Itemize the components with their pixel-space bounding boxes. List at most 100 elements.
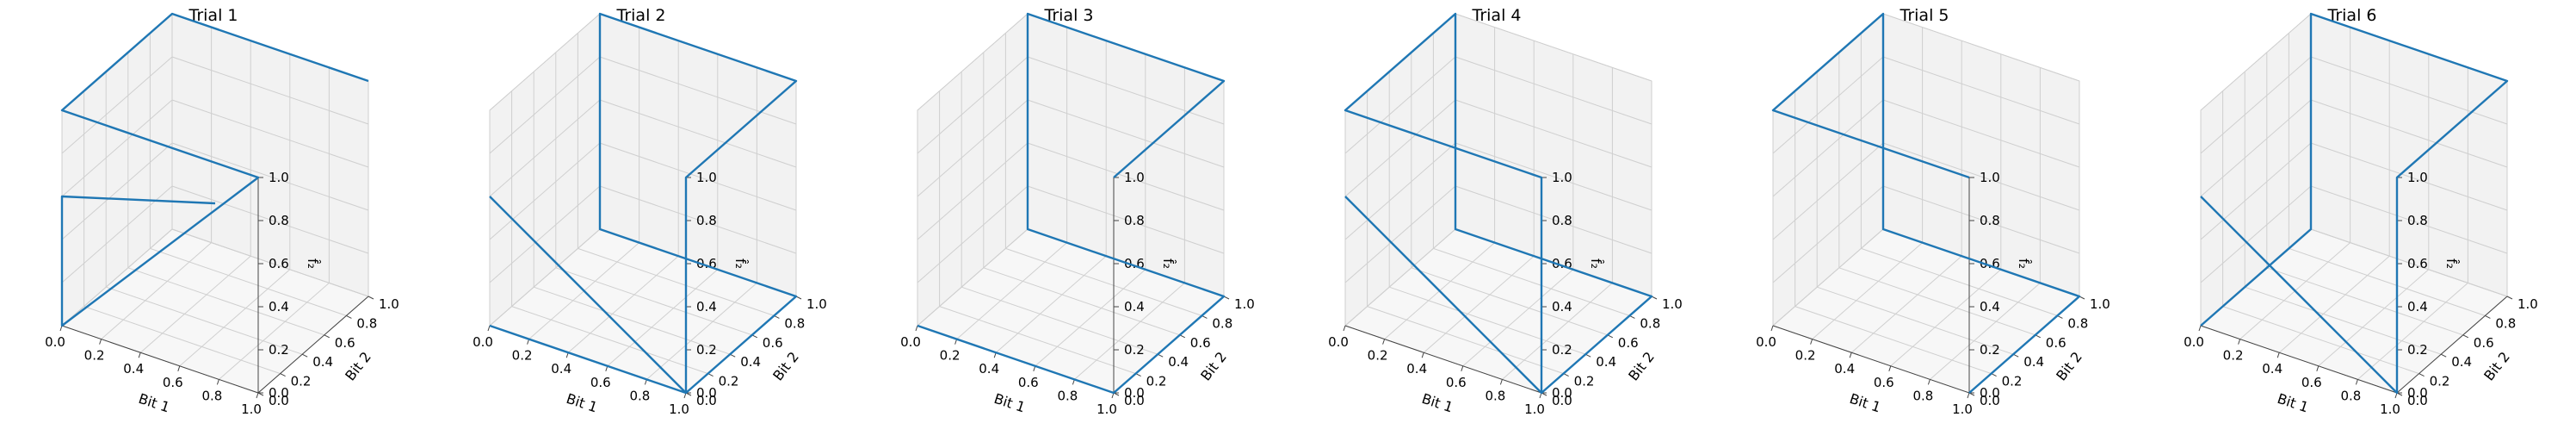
gridline: [1861, 247, 2058, 316]
z-tick-label: 0.8: [1124, 213, 1145, 228]
gridline: [1838, 267, 2035, 336]
gridline: [139, 255, 251, 353]
x-tick-label: 0.8: [2340, 388, 2361, 403]
z-tick-label: 0.4: [1980, 299, 2000, 314]
z-tick-label: 0.2: [1980, 342, 2000, 358]
gridline: [489, 13, 601, 111]
z-tick-label: 0.8: [269, 213, 289, 228]
x-axis-line: [2200, 325, 2398, 394]
gridline: [171, 228, 369, 297]
gridline: [1344, 228, 1456, 327]
gridline: [489, 228, 601, 327]
x-tick: [1810, 339, 1813, 345]
x-tick-label: 1.0: [1524, 402, 1545, 417]
subplot-1: 0.00.20.40.60.81.00.00.20.40.60.81.00.00…: [45, 6, 399, 417]
z-axis-label: f̂₂: [305, 258, 321, 269]
x-tick: [256, 392, 259, 399]
x-tick-label: 0.6: [1446, 375, 1467, 390]
gridline: [2266, 267, 2463, 336]
z-tick-label: 0.2: [696, 342, 717, 358]
x-axis-label: Bit 1: [1848, 390, 1883, 415]
gridline: [1027, 142, 1225, 211]
x-tick-label: 1.0: [1096, 402, 1117, 417]
y-tick-label: 0.8: [784, 315, 805, 331]
x-tick: [2198, 325, 2202, 332]
gridline: [83, 306, 281, 375]
x-tick-label: 0.2: [1795, 348, 1816, 364]
gridline: [2357, 283, 2468, 380]
z-axis-label: f̂₂: [1160, 258, 1177, 269]
gridline: [1882, 142, 2080, 211]
gridline: [646, 283, 757, 380]
z-tick-label: 1.0: [1980, 170, 2000, 185]
gridline: [489, 56, 601, 154]
x-tick-label: 0.6: [590, 375, 611, 390]
gridline: [599, 185, 797, 254]
x-tick-label: 0.0: [45, 334, 65, 350]
y-tick-label: 0.0: [696, 393, 717, 408]
y-tick-label: 0.2: [2430, 374, 2450, 389]
x-tick: [1927, 379, 1930, 385]
gridline: [171, 185, 369, 254]
gridline: [1005, 247, 1202, 316]
y-tick-label: 1.0: [2090, 296, 2110, 312]
z-tick-label: 1.0: [2407, 170, 2428, 185]
gridline: [219, 283, 330, 380]
x-axis-label: Bit 1: [565, 390, 600, 415]
x-axis-label: Bit 1: [137, 390, 172, 415]
z-tick-label: 0.8: [696, 213, 717, 228]
x-axis-line: [1344, 325, 1542, 394]
x-axis-label: Bit 1: [992, 390, 1028, 415]
z-tick-label: 0.4: [2407, 299, 2428, 314]
gridline: [1772, 56, 1884, 154]
x-tick: [1382, 339, 1386, 345]
z-tick-label: 0.6: [2407, 256, 2428, 271]
z-tick-label: 0.2: [1124, 342, 1145, 358]
gridline: [1772, 185, 1884, 283]
x-tick-label: 1.0: [669, 402, 689, 417]
y-axis-label: Bit 2: [2480, 349, 2513, 384]
x-tick: [1967, 392, 1970, 399]
gridline: [1455, 56, 1652, 125]
y-axis-line: [2396, 296, 2508, 394]
z-tick-label: 0.2: [2407, 342, 2428, 358]
x-tick: [177, 365, 181, 371]
gridline: [917, 13, 1029, 111]
gridline: [1890, 269, 2002, 367]
gridline: [995, 255, 1107, 353]
x-axis-line: [1772, 325, 1970, 394]
gridline: [1423, 255, 1535, 353]
x-tick-label: 0.4: [1406, 361, 1427, 377]
gridline: [1344, 142, 1456, 240]
series-line: [1344, 12, 1653, 395]
gridline: [1795, 306, 1992, 375]
y-axis-label: Bit 2: [342, 349, 374, 384]
y-axis-label: Bit 2: [2053, 349, 2085, 384]
subplot-6: 0.00.20.40.60.81.00.00.20.40.60.81.00.00…: [2184, 6, 2538, 417]
y-tick-label: 0.0: [1124, 393, 1145, 408]
gridline: [61, 185, 173, 283]
y-tick-label: 0.8: [1212, 315, 1232, 331]
gridline: [2200, 185, 2312, 283]
gridline: [2310, 185, 2508, 254]
x-tick-label: 0.0: [2184, 334, 2204, 350]
y-tick-label: 0.6: [335, 335, 355, 351]
z-tick-label: 0.0: [1980, 385, 2000, 401]
gridline: [1850, 255, 1962, 353]
gridline: [983, 267, 1180, 336]
gridline: [171, 56, 369, 125]
gridline: [171, 99, 369, 168]
x-tick-label: 0.2: [2223, 348, 2244, 364]
gridline: [2310, 56, 2508, 125]
gridline: [1411, 267, 1608, 336]
x-tick: [2238, 339, 2241, 345]
y-tick-label: 0.0: [2407, 393, 2428, 408]
y-axis-label: Bit 2: [1197, 349, 1230, 384]
subplot-title: Trial 6: [2327, 6, 2377, 25]
gridline: [555, 267, 752, 336]
x-axis-label: Bit 1: [1420, 390, 1455, 415]
gridline: [956, 242, 1067, 339]
subplot-4: 0.00.20.40.60.81.00.00.20.40.60.81.00.00…: [1328, 6, 1683, 417]
gridline: [599, 142, 797, 211]
